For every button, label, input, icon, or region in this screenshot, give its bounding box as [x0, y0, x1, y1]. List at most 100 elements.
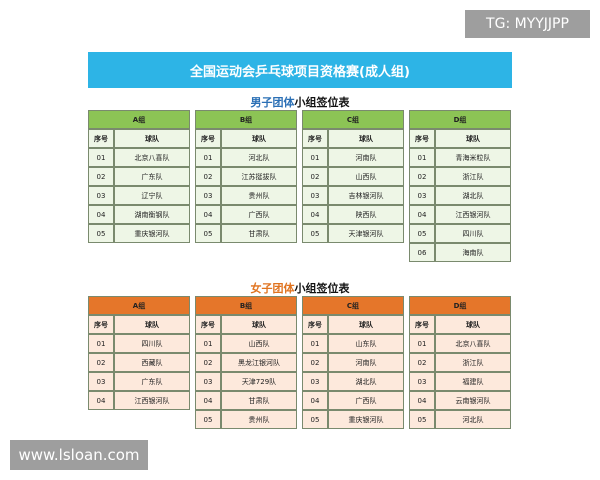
team-name: 辽宁队 — [114, 186, 190, 205]
group-header: C组 — [302, 110, 404, 129]
team-name: 甘肃队 — [221, 391, 297, 410]
section-title-highlight: 男子团体 — [250, 96, 295, 109]
seed-number: 05 — [195, 410, 221, 429]
seed-number: 03 — [195, 372, 221, 391]
team-name: 四川队 — [435, 224, 511, 243]
column-header: 球队 — [435, 129, 511, 148]
seed-number: 02 — [88, 167, 114, 186]
group-header: A组 — [88, 110, 190, 129]
column-header: 球队 — [221, 129, 297, 148]
team-name: 天津729队 — [221, 372, 297, 391]
team-name: 江西银河队 — [114, 391, 190, 410]
team-name: 浙江队 — [435, 167, 511, 186]
column-header: 序号 — [88, 315, 114, 334]
team-name: 西藏队 — [114, 353, 190, 372]
team-name: 陕西队 — [328, 205, 404, 224]
seed-number: 04 — [88, 205, 114, 224]
column-header: 序号 — [195, 129, 221, 148]
seed-number: 03 — [302, 372, 328, 391]
seed-number: 05 — [195, 224, 221, 243]
seed-number: 03 — [409, 186, 435, 205]
seed-number: 02 — [88, 353, 114, 372]
seed-number: 03 — [88, 186, 114, 205]
seed-number: 04 — [195, 205, 221, 224]
seed-number: 01 — [409, 148, 435, 167]
seed-number: 01 — [88, 334, 114, 353]
team-name: 浙江队 — [435, 353, 511, 372]
team-name: 重庆银河队 — [114, 224, 190, 243]
section-title-highlight: 女子团体 — [250, 282, 295, 295]
team-name: 甘肃队 — [221, 224, 297, 243]
seed-number: 04 — [409, 391, 435, 410]
team-name: 湖北队 — [435, 186, 511, 205]
column-header: 球队 — [114, 129, 190, 148]
seed-number: 05 — [302, 224, 328, 243]
column-header: 序号 — [409, 315, 435, 334]
seed-number: 04 — [302, 205, 328, 224]
seed-number: 03 — [302, 186, 328, 205]
seed-number: 04 — [195, 391, 221, 410]
team-name: 山西队 — [328, 167, 404, 186]
seed-number: 02 — [409, 167, 435, 186]
seed-number: 02 — [195, 167, 221, 186]
watermark: TG: MYYJJPP — [465, 10, 590, 38]
team-name: 河南队 — [328, 353, 404, 372]
column-header: 球队 — [435, 315, 511, 334]
section-title: 男子团体小组签位表 — [88, 94, 512, 110]
seed-number: 04 — [409, 205, 435, 224]
team-name: 江西银河队 — [435, 205, 511, 224]
seed-number: 01 — [302, 148, 328, 167]
group-header: A组 — [88, 296, 190, 315]
team-name: 广东队 — [114, 167, 190, 186]
seed-number: 04 — [302, 391, 328, 410]
team-name: 黑龙江银河队 — [221, 353, 297, 372]
column-header: 序号 — [88, 129, 114, 148]
column-header: 序号 — [302, 129, 328, 148]
column-header: 球队 — [221, 315, 297, 334]
column-header: 球队 — [328, 315, 404, 334]
group-header: B组 — [195, 296, 297, 315]
seed-number: 01 — [195, 148, 221, 167]
seed-number: 03 — [409, 372, 435, 391]
team-name: 青海米粒队 — [435, 148, 511, 167]
team-name: 湖南衡钢队 — [114, 205, 190, 224]
seed-number: 05 — [302, 410, 328, 429]
seed-number: 04 — [88, 391, 114, 410]
team-name: 重庆银河队 — [328, 410, 404, 429]
group-header: D组 — [409, 110, 511, 129]
team-name: 河南队 — [328, 148, 404, 167]
group-header: D组 — [409, 296, 511, 315]
team-name: 广西队 — [328, 391, 404, 410]
column-header: 序号 — [302, 315, 328, 334]
seed-number: 02 — [302, 167, 328, 186]
section-title-rest: 小组签位表 — [294, 96, 350, 109]
seed-number: 01 — [195, 334, 221, 353]
team-name: 广东队 — [114, 372, 190, 391]
seed-number: 03 — [195, 186, 221, 205]
team-name: 云南银河队 — [435, 391, 511, 410]
team-name: 江苏挺拔队 — [221, 167, 297, 186]
column-header: 球队 — [328, 129, 404, 148]
watermark: www.lsloan.com — [10, 440, 148, 470]
team-name: 海南队 — [435, 243, 511, 262]
team-name: 山东队 — [328, 334, 404, 353]
seed-number: 05 — [409, 410, 435, 429]
team-name: 四川队 — [114, 334, 190, 353]
team-name: 福建队 — [435, 372, 511, 391]
column-header: 序号 — [195, 315, 221, 334]
team-name: 天津银河队 — [328, 224, 404, 243]
seed-number: 05 — [409, 224, 435, 243]
team-name: 贵州队 — [221, 410, 297, 429]
team-name: 贵州队 — [221, 186, 297, 205]
team-name: 吉林银河队 — [328, 186, 404, 205]
seed-number: 01 — [302, 334, 328, 353]
seed-number: 05 — [88, 224, 114, 243]
seed-number: 02 — [195, 353, 221, 372]
team-name: 河北队 — [435, 410, 511, 429]
section-title-rest: 小组签位表 — [294, 282, 350, 295]
seed-number: 02 — [302, 353, 328, 372]
column-header: 球队 — [114, 315, 190, 334]
seed-number: 01 — [88, 148, 114, 167]
team-name: 湖北队 — [328, 372, 404, 391]
